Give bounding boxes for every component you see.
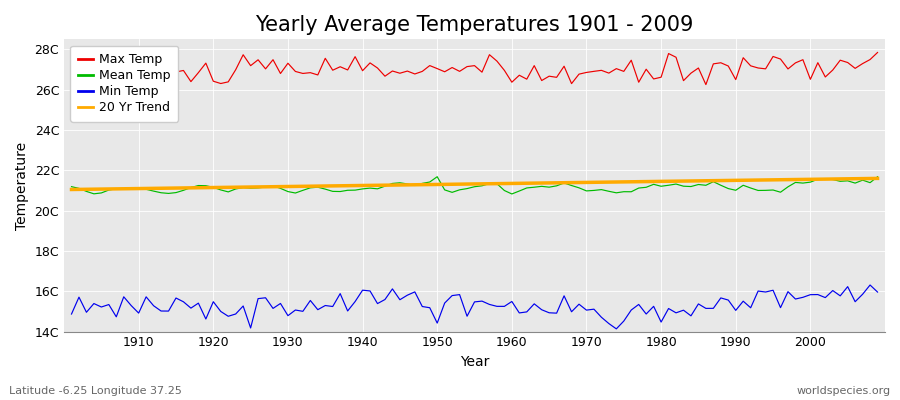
Text: Latitude -6.25 Longitude 37.25: Latitude -6.25 Longitude 37.25 bbox=[9, 386, 182, 396]
X-axis label: Year: Year bbox=[460, 355, 490, 369]
Text: worldspecies.org: worldspecies.org bbox=[796, 386, 891, 396]
Legend: Max Temp, Mean Temp, Min Temp, 20 Yr Trend: Max Temp, Mean Temp, Min Temp, 20 Yr Tre… bbox=[70, 46, 178, 122]
Title: Yearly Average Temperatures 1901 - 2009: Yearly Average Temperatures 1901 - 2009 bbox=[256, 15, 694, 35]
Y-axis label: Temperature: Temperature bbox=[15, 141, 29, 230]
